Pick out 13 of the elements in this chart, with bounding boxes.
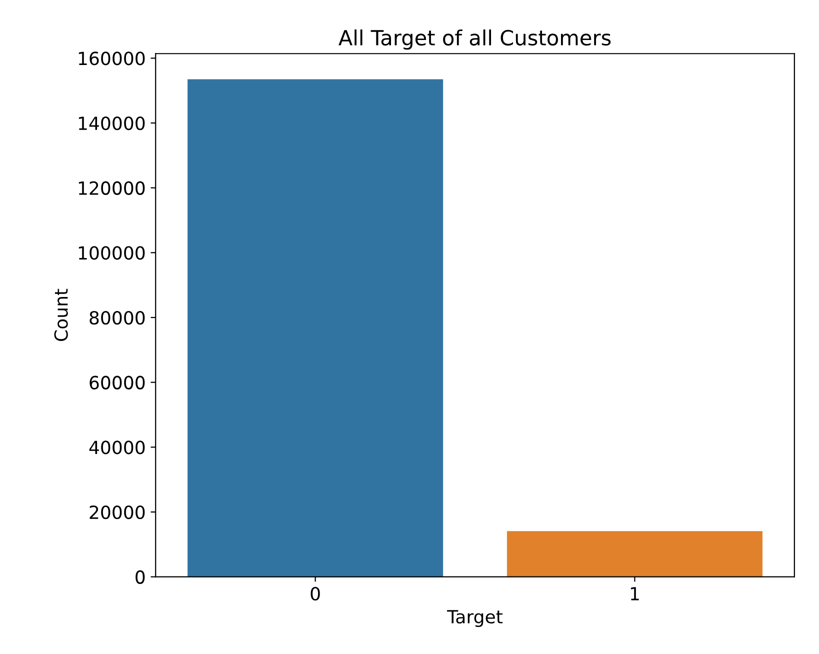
x-axis-title: Target bbox=[447, 610, 503, 628]
x-tick-label: 1 bbox=[630, 587, 639, 600]
y-axis-title: Count bbox=[54, 288, 68, 342]
y-tick-label: 140000 bbox=[78, 116, 145, 130]
y-tick-label: 120000 bbox=[78, 181, 145, 195]
y-tick-label: 80000 bbox=[90, 310, 145, 325]
y-tick-label: 20000 bbox=[90, 505, 145, 520]
y-tick-label: 60000 bbox=[90, 376, 145, 390]
chart-title: All Target of all Customers bbox=[338, 29, 611, 50]
y-tick-label: 160000 bbox=[78, 52, 145, 66]
y-tick-label: 0 bbox=[136, 570, 145, 584]
y-tick-label: 40000 bbox=[89, 440, 145, 454]
y-tick-label: 100000 bbox=[78, 246, 145, 260]
